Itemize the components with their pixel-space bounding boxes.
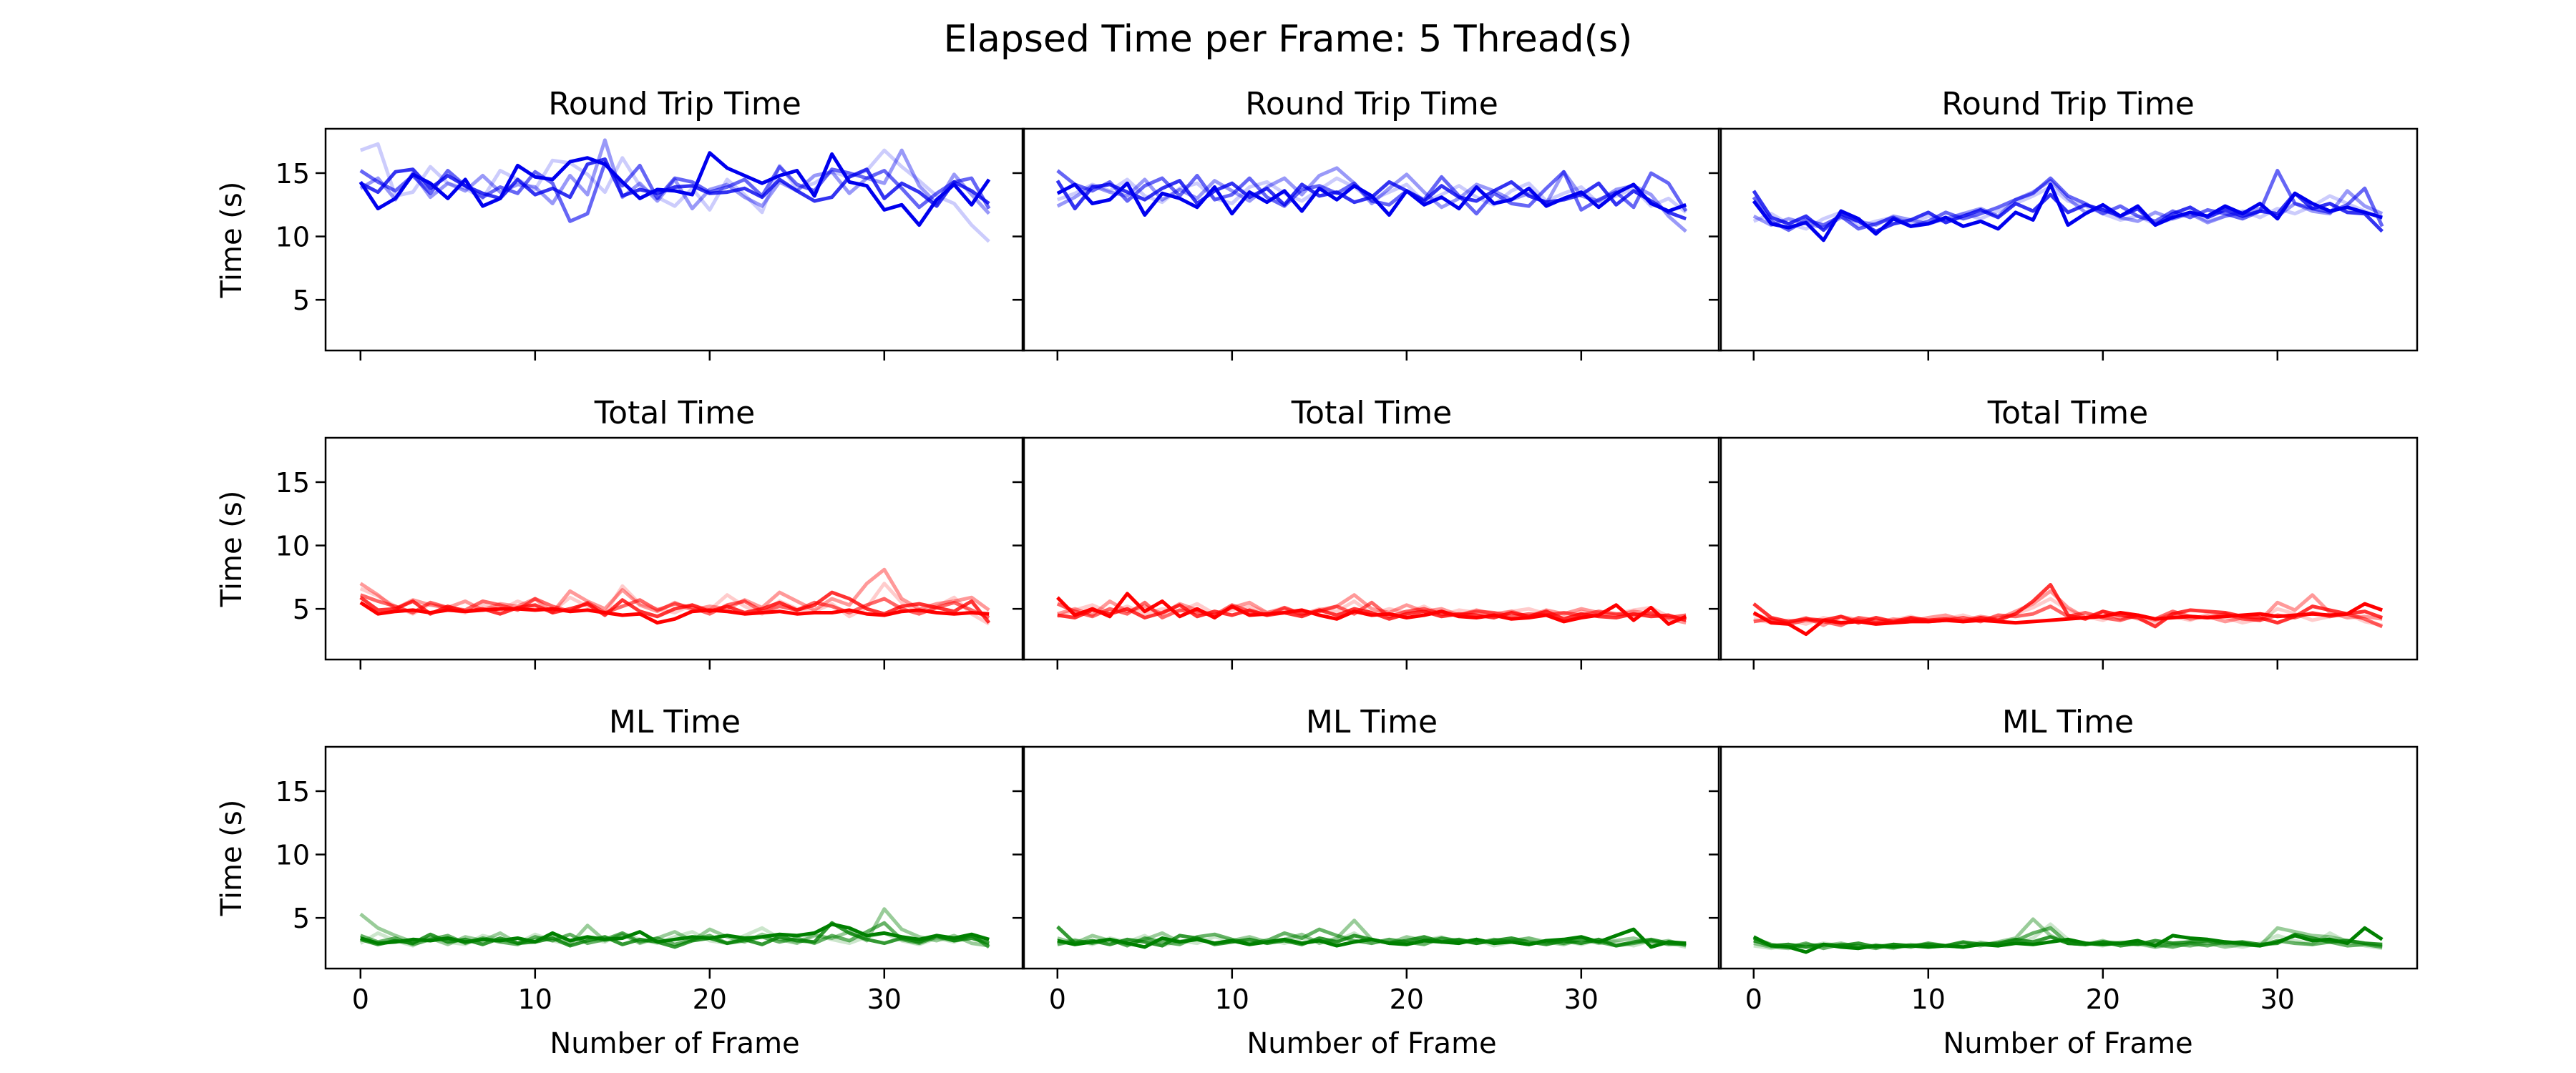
series-line-5 (359, 601, 990, 625)
y-tick-label: 5 (293, 594, 310, 625)
y-tick-label: 10 (275, 531, 310, 562)
subplot-7: ML Time 5 10 15 0 10 20 30 Time (s) Number of Fra… (215, 704, 1025, 1060)
subplot-title: ML Time (609, 704, 741, 740)
y-tick-label: 10 (275, 840, 310, 871)
x-tick-label: 30 (2260, 984, 2295, 1015)
y-tick-label: 5 (293, 903, 310, 934)
x-tick-label: 0 (352, 984, 369, 1015)
subplot-3: Round Trip Time (1709, 86, 2419, 361)
series-lines (1752, 583, 2384, 637)
subplot-5: Total Time (1013, 395, 1722, 670)
y-axis-label: Time (s) (215, 800, 248, 917)
series-lines (359, 907, 990, 949)
series-lines (1056, 918, 1687, 949)
x-tick-label: 20 (693, 984, 727, 1015)
subplot-title: Total Time (1291, 395, 1452, 431)
x-tick-label: 30 (1564, 984, 1599, 1015)
series-line-1 (359, 142, 990, 243)
x-tick-label: 0 (1049, 984, 1066, 1015)
x-axis-label: Number of Frame (550, 1027, 799, 1060)
x-tick-label: 10 (1215, 984, 1249, 1015)
axes-frame (324, 436, 1025, 661)
x-tick-label: 20 (1390, 984, 1424, 1015)
series-lines (1752, 917, 2384, 954)
series-line-4 (359, 157, 990, 208)
subplot-title: ML Time (2002, 704, 2134, 740)
y-axis-label: Time (s) (215, 491, 248, 608)
axes-frame (1717, 127, 2419, 352)
series-line-5 (1056, 592, 1687, 626)
axes-frame (1021, 436, 1722, 661)
axes-frame (324, 127, 1025, 352)
axes-frame (1717, 436, 2419, 661)
series-line-2 (359, 907, 990, 948)
series-line-5 (1056, 181, 1687, 217)
subplot-title: ML Time (1306, 704, 1438, 740)
subplot-1: Round Trip Time 5 10 15 Time (s) (215, 86, 1025, 361)
series-line-4 (1752, 190, 2384, 233)
series-line-4 (360, 921, 990, 949)
subplot-6: Total Time (1709, 395, 2419, 670)
subplot-title: Total Time (594, 395, 755, 431)
axes-frame (1021, 745, 1722, 970)
figure-title: Elapsed Time per Frame: 5 Thread(s) (944, 18, 1633, 61)
subplot-title: Round Trip Time (1941, 86, 2195, 122)
x-tick-label: 20 (2086, 984, 2120, 1015)
y-axis-label: Time (s) (215, 182, 248, 299)
subplot-title: Total Time (1987, 395, 2148, 431)
series-line-5 (1057, 927, 1687, 949)
series-line-4 (1057, 603, 1687, 622)
y-tick-label: 15 (275, 467, 310, 499)
y-tick-label: 15 (275, 158, 310, 190)
series-line-3 (1056, 169, 1688, 216)
axes-frame (1717, 745, 2419, 970)
x-tick-label: 0 (1745, 984, 1762, 1015)
subplot-2: Round Trip Time (1013, 86, 1722, 361)
subplot-4: Total Time 5 10 15 Time (s) (215, 395, 1025, 670)
series-line-5 (1752, 602, 2384, 637)
y-tick-label: 15 (275, 776, 310, 808)
series-lines (358, 138, 991, 243)
x-axis-label: Number of Frame (1943, 1027, 2192, 1060)
series-lines (1055, 166, 1688, 233)
series-line-5 (1752, 926, 2384, 954)
y-tick-label: 5 (293, 285, 310, 316)
series-line-3 (1752, 169, 2384, 232)
subplot-9: ML Time 0 10 20 30 Number of Frame (1709, 704, 2419, 1060)
x-axis-label: Number of Frame (1246, 1027, 1496, 1060)
series-line-5 (360, 922, 990, 946)
subplot-8: ML Time 0 10 20 30 Number of Frame (1013, 704, 1722, 1060)
series-line-3 (1057, 927, 1687, 948)
series-line-5 (358, 151, 991, 227)
x-tick-label: 10 (1911, 984, 1946, 1015)
x-tick-label: 10 (518, 984, 552, 1015)
x-tick-label: 30 (867, 984, 902, 1015)
axes-frame (324, 745, 1025, 970)
subplot-title: Round Trip Time (1245, 86, 1498, 122)
axes-frame (1021, 127, 1722, 352)
subplot-title: Round Trip Time (548, 86, 801, 122)
y-tick-label: 10 (275, 222, 310, 253)
series-line-1 (1752, 185, 2384, 231)
series-lines (1056, 592, 1687, 626)
series-lines (359, 567, 991, 626)
series-line-5 (1752, 182, 2383, 242)
series-lines (1752, 169, 2384, 242)
